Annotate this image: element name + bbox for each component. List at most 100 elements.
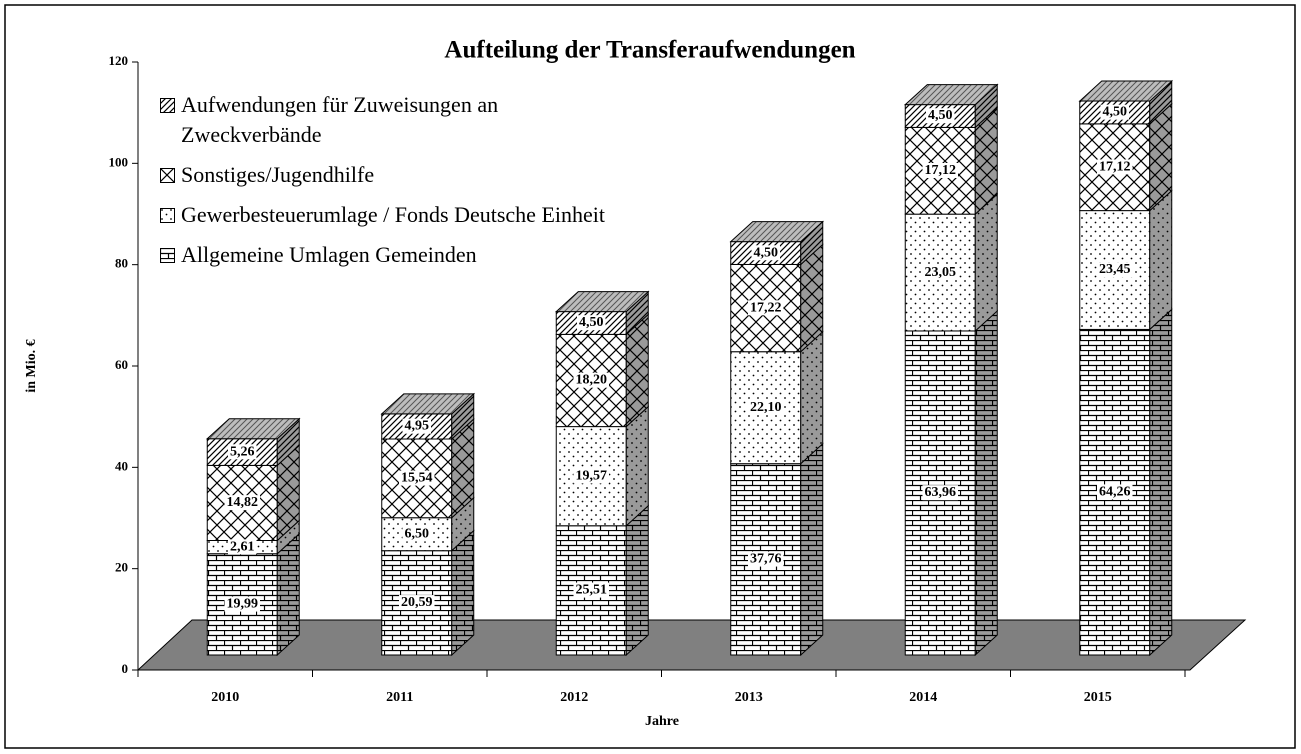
data-label-bg xyxy=(224,495,260,511)
data-label: 5,26 xyxy=(230,444,255,459)
bar-side xyxy=(1149,189,1173,331)
legend-label: Aufwendungen für Zuweisungen an Zweckver… xyxy=(181,92,499,147)
x-tick-label: 2015 xyxy=(1084,690,1112,705)
legend-item: Sonstiges/Jugendhilfe xyxy=(160,160,640,190)
y-tick-label: 0 xyxy=(122,661,129,676)
data-label: 63,96 xyxy=(925,485,957,500)
data-label-bg xyxy=(228,539,257,555)
data-label: 2,61 xyxy=(230,539,255,554)
data-label: 19,99 xyxy=(227,597,259,612)
x-tick-label: 2013 xyxy=(735,690,763,705)
data-label-bg xyxy=(399,595,435,611)
bar-side xyxy=(974,193,998,333)
floor xyxy=(136,619,1247,671)
legend: Aufwendungen für Zuweisungen an Zweckver… xyxy=(160,90,640,280)
data-label: 17,12 xyxy=(1099,159,1131,174)
bar-side xyxy=(625,504,649,657)
data-label-bg xyxy=(1097,159,1133,175)
data-label: 6,50 xyxy=(405,526,430,541)
legend-label: Gewerbesteuerumlage / Fonds Deutsche Ein… xyxy=(181,202,605,227)
data-label-bg xyxy=(573,582,609,598)
data-label: 37,76 xyxy=(750,552,782,567)
bar-top xyxy=(380,393,476,415)
legend-swatch-box xyxy=(160,208,175,223)
bar-side xyxy=(625,405,649,527)
y-axis-label: in Mio. € xyxy=(24,339,39,392)
bar-top xyxy=(729,221,825,243)
data-label: 14,82 xyxy=(227,495,259,510)
y-tick-label: 60 xyxy=(115,357,128,372)
data-label-bg xyxy=(748,551,784,567)
legend-swatch xyxy=(160,98,175,113)
data-label: 15,54 xyxy=(401,471,433,486)
legend-swatch-box xyxy=(160,168,175,183)
data-label-bg xyxy=(926,108,955,124)
bar-top xyxy=(554,291,650,313)
data-label-bg xyxy=(577,315,606,331)
data-label-bg xyxy=(748,300,784,316)
frame xyxy=(4,4,1296,749)
data-label-bg xyxy=(748,399,784,415)
bar-side xyxy=(1149,308,1173,657)
data-label-bg xyxy=(224,596,260,612)
data-label: 17,22 xyxy=(750,300,782,315)
bar-top xyxy=(903,84,999,106)
data-label-bg xyxy=(573,372,609,388)
bar-top xyxy=(1078,80,1174,102)
bar-side xyxy=(276,532,300,657)
bar-side xyxy=(800,442,824,657)
data-label: 23,45 xyxy=(1099,262,1131,277)
data-label-bg xyxy=(1097,262,1133,278)
legend-swatch-box xyxy=(160,98,175,113)
data-label-bg xyxy=(399,470,435,486)
data-label: 22,10 xyxy=(750,400,782,415)
y-tick-label: 80 xyxy=(115,256,128,271)
data-label: 20,59 xyxy=(401,595,433,610)
data-label-bg xyxy=(922,264,958,280)
data-label: 4,50 xyxy=(928,108,953,123)
data-label-bg xyxy=(751,245,780,261)
data-label: 4,95 xyxy=(405,419,430,434)
legend-swatch-box xyxy=(160,248,175,263)
bar-top xyxy=(205,418,301,440)
y-tick-label: 40 xyxy=(115,458,128,473)
data-label-bg xyxy=(1097,484,1133,500)
legend-item: Allgemeine Umlagen Gemeinden xyxy=(160,240,640,270)
bar-side xyxy=(451,529,475,657)
x-tick-label: 2014 xyxy=(909,690,937,705)
data-label-bg xyxy=(922,162,958,178)
data-label-bg xyxy=(228,444,257,460)
legend-swatch xyxy=(160,248,175,263)
legend-swatch xyxy=(160,168,175,183)
legend-label: Allgemeine Umlagen Gemeinden xyxy=(181,242,477,267)
data-label: 4,50 xyxy=(579,315,604,330)
data-label: 64,26 xyxy=(1099,484,1131,499)
data-label-bg xyxy=(573,468,609,484)
data-label: 4,50 xyxy=(754,245,779,260)
x-tick-label: 2011 xyxy=(386,690,413,705)
legend-swatch xyxy=(160,208,175,223)
x-tick-label: 2012 xyxy=(560,690,588,705)
legend-item: Gewerbesteuerumlage / Fonds Deutsche Ein… xyxy=(160,200,640,230)
data-label: 19,57 xyxy=(576,468,608,483)
data-label: 17,12 xyxy=(925,163,957,178)
data-label: 23,05 xyxy=(925,265,957,280)
bar-segment xyxy=(730,263,802,353)
data-label-bg xyxy=(1100,104,1129,120)
bar-side xyxy=(974,309,998,657)
data-label: 4,50 xyxy=(1103,105,1128,120)
chart-title: Aufteilung der Transferaufwendungen xyxy=(444,37,855,64)
bar-side xyxy=(800,330,824,465)
legend-item: Aufwendungen für Zuweisungen an Zweckver… xyxy=(160,90,640,150)
data-label: 18,20 xyxy=(576,373,608,388)
data-label-bg xyxy=(402,526,431,542)
y-tick-label: 120 xyxy=(109,53,129,68)
data-label-bg xyxy=(402,418,431,434)
legend-label: Sonstiges/Jugendhilfe xyxy=(181,162,375,187)
data-label: 25,51 xyxy=(576,583,608,598)
y-tick-label: 100 xyxy=(109,154,129,169)
x-tick-label: 2010 xyxy=(211,690,239,705)
data-label-bg xyxy=(922,485,958,501)
